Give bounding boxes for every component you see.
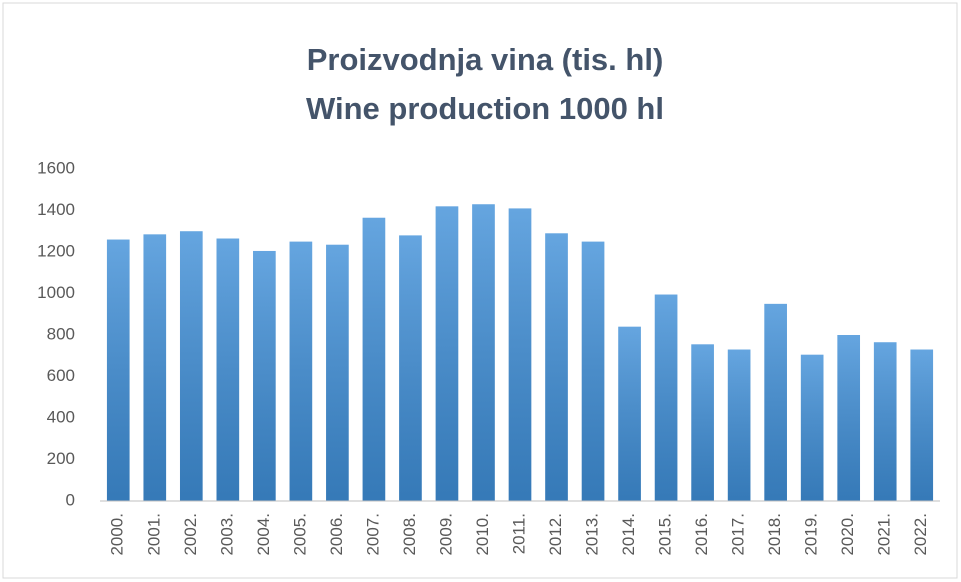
bar <box>508 208 532 502</box>
bar <box>618 326 641 501</box>
x-tick-label: 2007. <box>363 513 382 556</box>
x-tick-label: 2010. <box>473 513 492 556</box>
bar <box>910 349 934 501</box>
x-tick-label: 2014. <box>619 513 638 556</box>
y-tick-label: 800 <box>47 324 75 343</box>
x-tick-label: 2018. <box>765 513 784 556</box>
chart-subtitle: Wine production 1000 hl <box>306 91 664 126</box>
x-tick-label: 2005. <box>290 513 309 556</box>
bar <box>837 335 861 501</box>
x-tick-label: 2013. <box>583 513 602 556</box>
bar <box>435 206 459 501</box>
x-tick-label: 2002. <box>181 513 200 556</box>
x-tick-label: 2021. <box>875 513 894 556</box>
bar <box>143 234 167 502</box>
bar <box>581 241 605 501</box>
bar <box>727 349 751 501</box>
bar <box>362 217 386 501</box>
y-tick-label: 200 <box>47 449 75 468</box>
x-tick-label: 2011. <box>509 513 528 554</box>
x-tick-label: 2000. <box>108 513 127 556</box>
x-tick-label: 2006. <box>327 513 346 556</box>
x-tick-label: 2001. <box>144 513 163 556</box>
y-tick-label: 600 <box>47 366 75 385</box>
y-tick-label: 1200 <box>37 241 75 260</box>
x-tick-label: 2009. <box>436 513 455 556</box>
bar <box>654 294 678 501</box>
chart-title: Proizvodnja vina (tis. hl) <box>307 42 664 77</box>
bar <box>472 204 495 501</box>
x-tick-label: 2020. <box>838 513 857 556</box>
bar <box>253 250 276 501</box>
bar <box>764 303 787 501</box>
bar <box>289 241 313 501</box>
bar <box>106 239 130 502</box>
y-tick-label: 0 <box>66 490 75 509</box>
x-tick-label: 2017. <box>729 513 748 556</box>
x-tick-label: 2022. <box>911 513 930 556</box>
bar <box>216 238 240 501</box>
x-tick-label: 2003. <box>217 513 236 556</box>
x-tick-label: 2012. <box>546 513 565 556</box>
bar <box>873 342 897 501</box>
x-tick-label: 2016. <box>692 513 711 556</box>
x-tick-label: 2015. <box>656 513 675 556</box>
bar <box>179 231 203 501</box>
bar <box>545 233 568 501</box>
y-tick-label: 1600 <box>37 158 75 177</box>
x-tick-label: 2004. <box>254 513 273 556</box>
bar <box>399 235 422 501</box>
y-tick-label: 400 <box>47 407 75 426</box>
bar <box>800 354 824 501</box>
bar <box>326 244 349 502</box>
x-tick-label: 2019. <box>802 513 821 556</box>
x-tick-label: 2008. <box>400 513 419 556</box>
y-tick-label: 1000 <box>37 283 75 302</box>
bar <box>691 344 714 501</box>
y-tick-label: 1400 <box>37 200 75 219</box>
